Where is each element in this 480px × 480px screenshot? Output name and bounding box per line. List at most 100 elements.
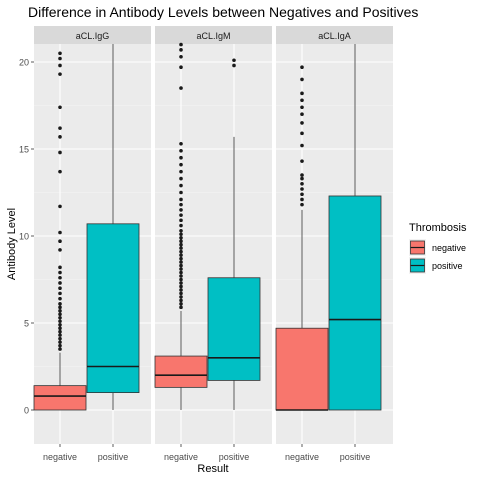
outlier-point — [179, 54, 183, 59]
outlier-point — [179, 48, 183, 52]
outlier-point — [179, 190, 183, 195]
outlier-point — [179, 291, 183, 296]
outlier-point — [179, 197, 183, 202]
outlier-point — [179, 298, 183, 303]
legend-entry-label: positive — [432, 261, 463, 271]
outlier-point — [179, 202, 183, 207]
outlier-point — [300, 65, 304, 70]
outlier-point — [58, 63, 62, 68]
box-positive — [328, 44, 382, 411]
outlier-point — [232, 63, 236, 68]
facet-panels: aCL.IgG negative positive aCL.IgM negative po… — [33, 26, 393, 462]
outlier-point — [58, 340, 62, 344]
outlier-point — [58, 333, 62, 337]
outlier-point — [58, 270, 62, 275]
outlier-point — [300, 143, 304, 148]
x-tick-label: positive — [340, 452, 371, 462]
outlier-point — [58, 105, 62, 110]
outlier-point — [179, 302, 183, 306]
facet-strip — [155, 26, 272, 44]
outlier-point — [179, 162, 183, 167]
outlier-point — [58, 319, 62, 324]
outlier-point — [179, 305, 183, 310]
outlier-point — [179, 176, 183, 181]
box-body — [207, 277, 261, 381]
outlier-point — [179, 65, 183, 70]
box-body — [86, 223, 140, 394]
outlier-point — [58, 72, 62, 76]
box-negative — [154, 42, 208, 410]
outlier-point — [58, 56, 62, 61]
box-negative — [275, 65, 329, 411]
box-positive — [207, 58, 261, 410]
outlier-point — [179, 228, 183, 233]
outlier-point — [179, 260, 183, 264]
outlier-point — [58, 302, 62, 306]
box-body — [154, 355, 208, 388]
outlier-point — [179, 242, 183, 247]
outlier-point — [58, 322, 62, 327]
outlier-point — [179, 284, 183, 289]
facet-panel-acl-igg: aCL.IgG negative positive — [33, 26, 151, 462]
outlier-point — [179, 249, 183, 254]
outlier-point — [58, 343, 62, 348]
legend-entry-positive: positive — [409, 257, 463, 274]
outlier-point — [58, 291, 62, 296]
facet-strip-label: aCL.IgG — [76, 31, 110, 41]
outlier-point — [58, 312, 62, 317]
x-tick-label: negative — [285, 452, 319, 462]
x-tick-label: positive — [219, 452, 250, 462]
x-tick-label: positive — [98, 452, 129, 462]
outlier-point — [58, 265, 62, 270]
y-axis-label: Antibody Level — [6, 208, 18, 280]
outlier-point — [58, 135, 62, 139]
outlier-point — [58, 286, 62, 291]
outlier-point — [179, 148, 183, 153]
y-axis: 0 5 10 15 20 — [19, 58, 34, 416]
outlier-point — [179, 42, 183, 47]
legend-entry-negative: negative — [409, 239, 466, 256]
box-body — [275, 327, 329, 411]
outlier-point — [179, 295, 183, 299]
outlier-point — [300, 202, 304, 207]
outlier-point — [300, 112, 304, 116]
facet-strip — [34, 26, 151, 44]
outlier-point — [58, 281, 62, 285]
outlier-point — [179, 223, 183, 228]
outlier-point — [179, 239, 183, 244]
outlier-point — [58, 329, 62, 334]
legend-title: Thrombosis — [409, 222, 467, 234]
outlier-point — [58, 150, 62, 155]
y-tick-label: 15 — [19, 145, 29, 155]
facet-strip-label: aCL.IgA — [318, 31, 351, 41]
outlier-point — [58, 204, 62, 209]
outlier-point — [58, 51, 62, 56]
outlier-point — [300, 182, 304, 186]
outlier-point — [300, 91, 304, 96]
outlier-point — [300, 192, 304, 197]
facet-strip — [276, 26, 393, 44]
outlier-point — [58, 336, 62, 341]
outlier-point — [179, 253, 183, 257]
outlier-point — [58, 305, 62, 310]
outlier-point — [179, 218, 183, 223]
outlier-point — [179, 169, 183, 174]
outlier-point — [179, 183, 183, 188]
outlier-point — [179, 208, 183, 212]
outlier-point — [58, 326, 62, 331]
outlier-point — [179, 213, 183, 217]
outlier-point — [58, 126, 62, 130]
legend: Thrombosis negative positive — [409, 222, 467, 274]
outlier-point — [300, 105, 304, 110]
facet-strip-label: aCL.IgM — [196, 31, 230, 41]
y-tick-label: 20 — [19, 58, 29, 68]
y-tick-label: 0 — [24, 406, 29, 416]
outlier-point — [300, 98, 304, 103]
x-axis-label: Result — [197, 463, 228, 475]
outlier-point — [300, 173, 304, 177]
outlier-point — [179, 274, 183, 278]
outlier-point — [300, 187, 304, 191]
box-positive — [86, 44, 140, 410]
outlier-point — [300, 77, 304, 82]
